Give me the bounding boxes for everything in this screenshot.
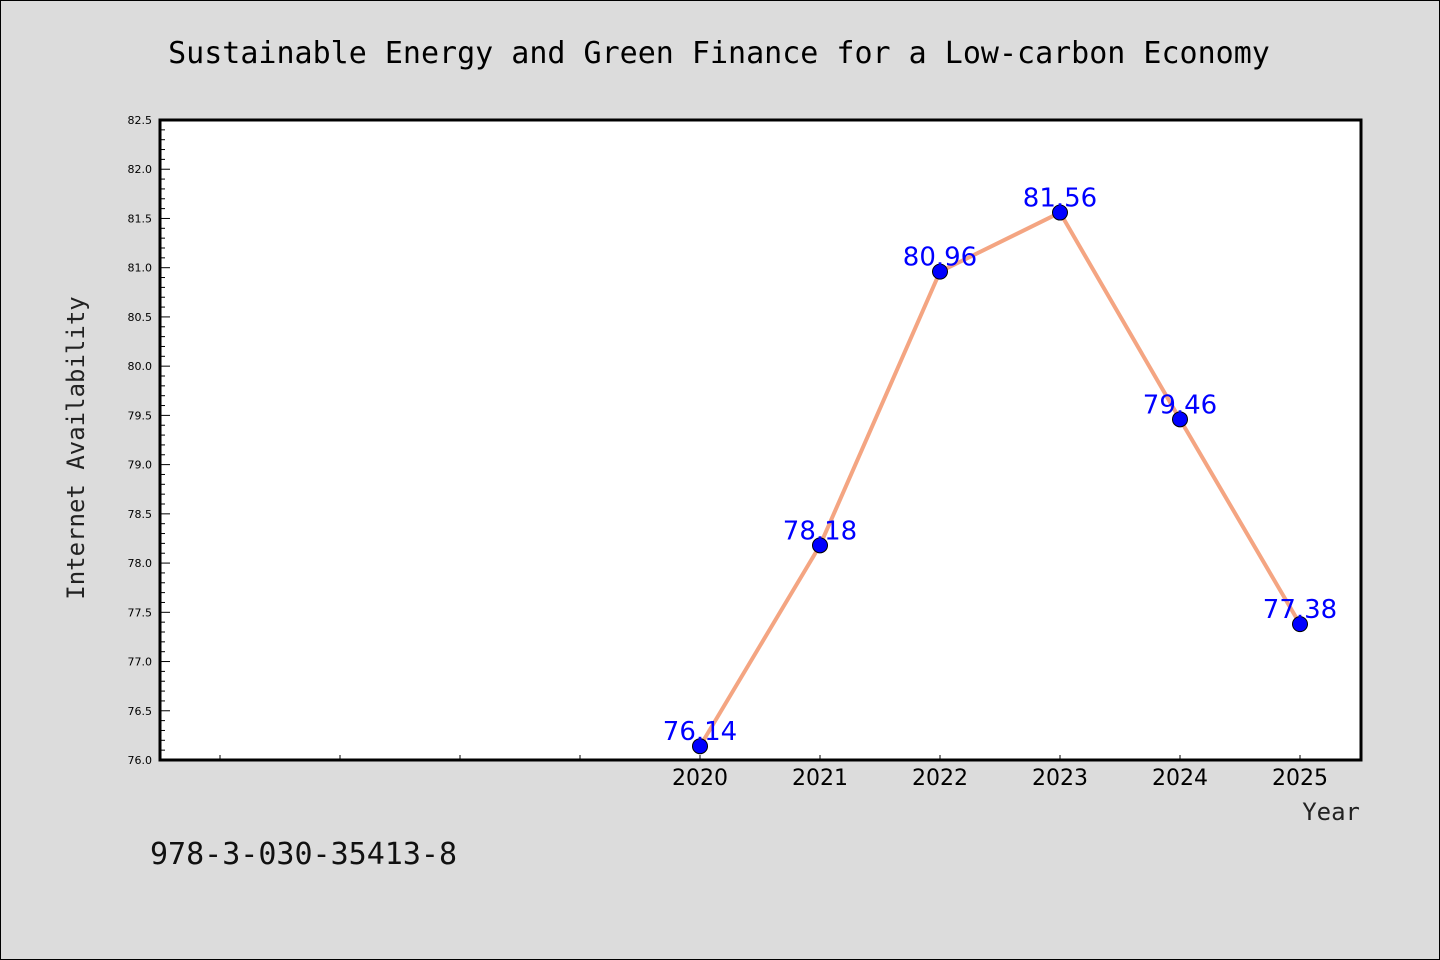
plot-area — [158, 118, 1363, 762]
y-tick-label: 77.0 — [128, 656, 153, 669]
data-label: 78.18 — [783, 516, 857, 546]
series-line — [698, 210, 1302, 749]
y-tick-label: 81.0 — [128, 262, 153, 275]
data-label: 81.56 — [1023, 184, 1097, 214]
data-point — [932, 263, 948, 280]
data-point — [1292, 616, 1308, 633]
y-tick-label: 82.0 — [128, 163, 153, 176]
y-tick-label: 79.5 — [128, 409, 153, 422]
data-label: 79.46 — [1143, 390, 1217, 420]
x-tick-label: 2025 — [1272, 766, 1328, 791]
x-tick-label: 2022 — [912, 766, 968, 791]
data-point — [812, 537, 828, 554]
data-point — [692, 738, 708, 755]
y-tick-label: 80.0 — [128, 360, 153, 373]
y-tick-label: 79.0 — [128, 459, 153, 472]
series-line-layer — [698, 210, 1302, 749]
y-axis: 76.0 76.5 77.0 77.5 78.0 78.5 79.0 79.5 80.0 80.5… — [128, 114, 170, 767]
marker-layer — [692, 204, 1308, 755]
y-tick-label: 76.0 — [128, 754, 153, 767]
x-axis: 2020 2021 2022 2023 2024 2025 — [219, 755, 1328, 791]
footer-isbn: 978-3-030-35413-8 — [150, 837, 457, 872]
y-axis-label: Internet Availability — [62, 296, 90, 599]
data-point — [1052, 204, 1068, 221]
data-label: 76.14 — [663, 717, 737, 747]
x-tick-label: 2020 — [672, 766, 728, 791]
y-tick-label: 77.5 — [128, 606, 153, 619]
data-label-layer: 76.14 78.18 80.96 81.56 79.46 77.38 — [663, 184, 1337, 748]
x-tick-label: 2024 — [1152, 766, 1208, 791]
y-tick-label: 82.5 — [128, 114, 153, 127]
y-tick-label: 76.5 — [128, 705, 153, 718]
y-tick-label: 81.5 — [128, 212, 153, 225]
y-tick-label: 78.5 — [128, 508, 153, 521]
data-label: 80.96 — [903, 243, 977, 273]
data-label: 77.38 — [1263, 595, 1337, 625]
y-tick-label: 78.0 — [128, 557, 153, 570]
chart-title: Sustainable Energy and Green Finance for… — [168, 36, 1270, 71]
x-axis-label: Year — [1302, 798, 1360, 826]
x-tick-label: 2021 — [792, 766, 848, 791]
x-tick-label: 2023 — [1032, 766, 1088, 791]
y-tick-label: 80.5 — [128, 311, 153, 324]
data-point — [1172, 411, 1188, 428]
